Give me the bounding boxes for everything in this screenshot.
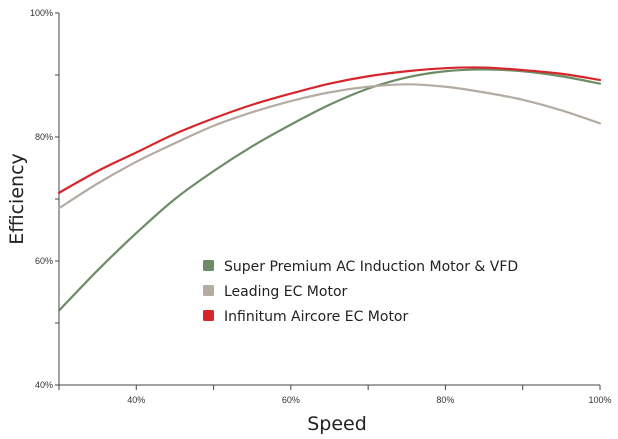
x-tick-label: 80% xyxy=(436,395,454,405)
legend-label-2: Leading EC Motor xyxy=(224,284,348,300)
chart-series xyxy=(57,66,602,312)
y-tick-label: 100% xyxy=(30,8,53,18)
legend-label-3: Infinitum Aircore EC Motor xyxy=(224,309,408,325)
y-tick-label: 60% xyxy=(35,256,53,266)
x-tick-label: 100% xyxy=(588,395,611,405)
legend-label-1: Super Premium AC Induction Motor & VFD xyxy=(224,259,518,275)
legend-swatch-3 xyxy=(203,310,214,321)
x-axis-title: Speed xyxy=(307,413,367,435)
chart-legend: Super Premium AC Induction Motor & VFD Le… xyxy=(203,259,518,325)
series-line-2 xyxy=(57,83,602,210)
x-tick-label: 40% xyxy=(127,395,145,405)
x-tick-label: 60% xyxy=(282,395,300,405)
y-tick-label: 80% xyxy=(35,132,53,142)
series-line-1 xyxy=(57,68,602,312)
y-axis-title: Efficiency xyxy=(6,153,28,245)
series-line-3 xyxy=(57,66,602,194)
chart-ticks: 40% 60% 80% 100% 40% 60% 80% 100% xyxy=(30,8,612,405)
legend-swatch-2 xyxy=(203,285,214,296)
y-tick-label: 40% xyxy=(35,380,53,390)
legend-swatch-1 xyxy=(203,260,214,271)
